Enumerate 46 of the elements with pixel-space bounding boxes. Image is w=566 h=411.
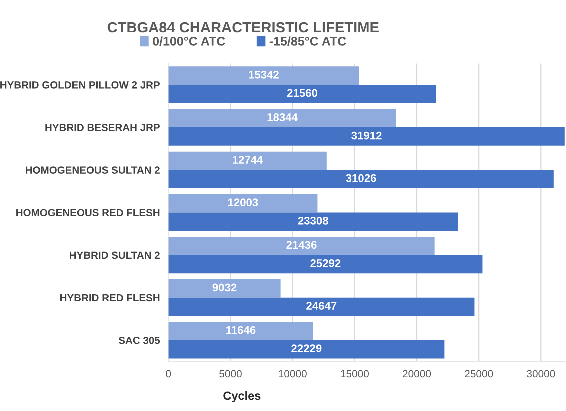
- data-label: 11646: [226, 326, 256, 334]
- bar: [168, 340, 445, 359]
- x-tick-label: 10000: [279, 370, 307, 378]
- bar: [168, 170, 554, 188]
- bar: [168, 255, 483, 274]
- bar: [168, 128, 565, 146]
- data-label: 12003: [228, 198, 258, 207]
- y-tick-label: HYBRID SULTAN 2: [70, 252, 160, 260]
- y-tick-label: HOMOGENEOUS SULTAN 2: [26, 166, 160, 174]
- data-label: 31912: [352, 132, 382, 140]
- x-tick-label: 30000: [527, 370, 556, 378]
- data-label: 12744: [233, 156, 264, 164]
- bar: [168, 152, 327, 170]
- y-tick-label: HYBRID BESERAH JRP: [46, 124, 160, 132]
- bar: [168, 84, 436, 104]
- y-tick-label: SAC 305: [118, 336, 160, 344]
- data-label: 31026: [346, 174, 376, 182]
- data-label: 9032: [212, 284, 237, 292]
- data-label: 15342: [249, 70, 279, 79]
- x-tick-label: 20000: [403, 370, 432, 378]
- y-tick-label: HYBRID RED FLESH: [60, 294, 160, 302]
- data-label: 21436: [286, 241, 317, 250]
- x-tick-label: 25000: [465, 370, 494, 378]
- bar: [168, 236, 435, 256]
- x-tick-label: 5000: [220, 370, 242, 378]
- data-label: 18344: [268, 114, 298, 122]
- x-tick-label: 15000: [341, 370, 369, 378]
- legend-label: -15/85°C ATC: [270, 36, 346, 46]
- x-tick-label: 0: [166, 370, 172, 378]
- y-tick-label: HYBRID GOLDEN PILLOW 2 JRP: [0, 82, 160, 89]
- bar: [168, 280, 281, 298]
- bar: [168, 194, 318, 213]
- data-label: 23308: [298, 216, 328, 225]
- x-axis-title: Cycles: [224, 391, 261, 402]
- legend-label: 0/100°C ATC: [153, 36, 226, 46]
- data-label: 21560: [287, 89, 318, 98]
- data-label: 24647: [306, 302, 337, 310]
- bar: [168, 66, 360, 85]
- bar: [168, 109, 396, 128]
- data-label: 22229: [292, 344, 322, 353]
- bar: [168, 322, 314, 340]
- bar: [168, 212, 458, 231]
- y-tick-label: HOMOGENEOUS RED FLESH: [16, 209, 160, 217]
- bar: [168, 298, 475, 316]
- data-label: 25292: [310, 260, 341, 268]
- chart-title: CTBGA84 CHARACTERISTIC LIFETIME: [108, 22, 379, 33]
